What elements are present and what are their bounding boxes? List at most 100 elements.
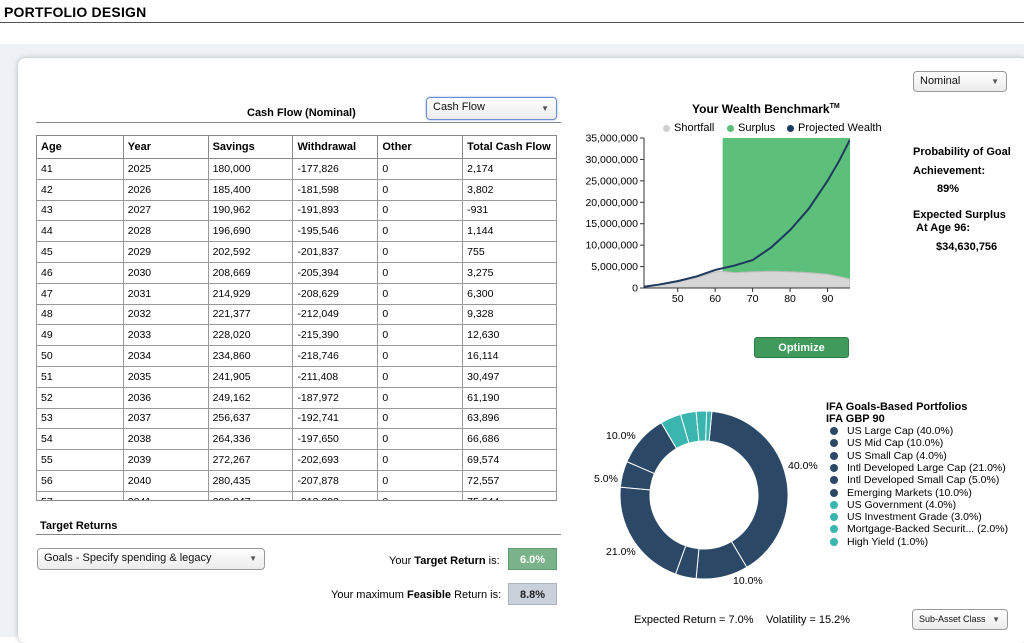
- optimize-button[interactable]: Optimize: [754, 337, 849, 358]
- probability-label-2: Achievement:: [913, 165, 986, 177]
- table-row: 47 2031 214,929 -208,629 0 6,300: [36, 282, 557, 305]
- legend-dot-icon: [830, 513, 838, 522]
- table-cell: 0: [377, 449, 464, 471]
- table-cell: 1,144: [462, 220, 557, 243]
- allocation-legend-item: Intl Developed Small Cap (5.0%): [830, 474, 999, 486]
- y-tick-label: 10,000,000: [585, 240, 638, 252]
- donut-slice: [708, 410, 789, 568]
- allocation-legend-label: US Investment Grade (3.0%): [847, 511, 982, 524]
- y-tick-label: 30,000,000: [585, 154, 638, 166]
- table-cell: 0: [377, 178, 464, 201]
- table-cell: 75,644: [462, 490, 557, 500]
- table-cell: 2041: [122, 490, 209, 500]
- table-row: 53 2037 256,637 -192,741 0 63,896: [36, 407, 557, 430]
- cashflow-view-select[interactable]: Cash Flow ▼: [426, 97, 557, 120]
- allocation-legend-label: Intl Developed Small Cap (5.0%): [847, 474, 1000, 487]
- allocation-legend-label: Intl Developed Large Cap (21.0%): [847, 461, 1006, 474]
- table-cell: 46: [36, 261, 124, 284]
- table-cell: -215,390: [292, 324, 379, 347]
- y-tick-label: 35,000,000: [585, 133, 638, 145]
- donut-label-intl-small: 5.0%: [594, 473, 618, 485]
- table-cell: 69,574: [462, 449, 557, 471]
- table-row: 52 2036 249,162 -187,972 0 61,190: [36, 386, 557, 409]
- table-cell: 2038: [122, 428, 209, 451]
- table-cell: 0: [377, 220, 464, 243]
- table-row: 48 2032 221,377 -212,049 0 9,328: [36, 303, 557, 326]
- table-cell: 2032: [122, 303, 209, 326]
- column-header: Total Cash Flow: [462, 135, 557, 159]
- table-cell: 190,962: [207, 199, 294, 222]
- table-cell: 0: [377, 199, 464, 222]
- legend-item: Surplus: [727, 122, 775, 134]
- table-cell: 288,847: [207, 490, 294, 500]
- nominal-select[interactable]: Nominal ▼: [913, 71, 1007, 92]
- table-cell: -202,693: [292, 449, 379, 471]
- chevron-down-icon: ▼: [541, 104, 549, 113]
- allocation-legend-item: Intl Developed Large Cap (21.0%): [830, 462, 1006, 474]
- page-header: PORTFOLIO DESIGN: [0, 0, 1024, 24]
- legend-item: Shortfall: [663, 122, 714, 134]
- table-cell: 2,174: [462, 158, 557, 180]
- table-row: 43 2027 190,962 -191,893 0 -931: [36, 199, 557, 222]
- allocation-legend-item: Mortgage-Backed Securit... (2.0%): [830, 523, 1008, 535]
- table-row: 54 2038 264,336 -197,650 0 66,686: [36, 428, 557, 451]
- table-cell: 0: [377, 261, 464, 284]
- table-cell: 56: [36, 469, 124, 492]
- chevron-down-icon: ▼: [991, 77, 999, 86]
- table-row: 49 2033 228,020 -215,390 0 12,630: [36, 324, 557, 347]
- y-tick-label: 20,000,000: [585, 197, 638, 209]
- y-tick-label: 25,000,000: [585, 175, 638, 187]
- table-cell: 61,190: [462, 386, 557, 409]
- feasible-return-value: 8.8%: [508, 583, 557, 605]
- table-cell: -931: [462, 199, 557, 222]
- expected-return: Expected Return = 7.0%: [634, 614, 754, 626]
- cashflow-table: Age Year Savings Withdrawal Other Total Cash …: [36, 135, 557, 500]
- table-cell: 208,669: [207, 261, 294, 284]
- target-return-value[interactable]: 6.0%: [508, 548, 557, 570]
- y-tick-label: 15,000,000: [585, 218, 638, 230]
- donut-label-emerging: 10.0%: [606, 430, 636, 442]
- table-header-row: Age Year Savings Withdrawal Other Total Cash …: [36, 135, 557, 159]
- table-cell: 2037: [122, 407, 209, 430]
- table-cell: 234,860: [207, 345, 294, 367]
- table-row: 44 2028 196,690 -195,546 0 1,144: [36, 220, 557, 243]
- goal-type-select[interactable]: Goals - Specify spending & legacy ▼: [37, 548, 265, 570]
- table-row: 56 2040 280,435 -207,878 0 72,557: [36, 469, 557, 492]
- cashflow-divider: [36, 122, 561, 123]
- table-cell: 0: [377, 303, 464, 326]
- table-cell: -181,598: [292, 178, 379, 201]
- table-cell: 180,000: [207, 158, 294, 180]
- donut-label-us-mid: 10.0%: [733, 575, 763, 587]
- table-cell: 50: [36, 345, 124, 367]
- table-cell: 2027: [122, 199, 209, 222]
- sub-asset-class-select[interactable]: Sub-Asset Class ▼: [912, 609, 1008, 630]
- allocation-legend-item: High Yield (1.0%): [830, 536, 928, 548]
- table-cell: 41: [36, 158, 124, 180]
- table-cell: 0: [377, 469, 464, 492]
- x-tick-label: 50: [672, 293, 684, 305]
- table-cell: 202,592: [207, 241, 294, 263]
- table-cell: 66,686: [462, 428, 557, 451]
- allocation-legend-label: US Government (4.0%): [847, 498, 957, 511]
- table-cell: 45: [36, 241, 124, 263]
- cashflow-table-scroll[interactable]: Age Year Savings Withdrawal Other Total Cash …: [36, 135, 557, 501]
- column-header: Age: [36, 135, 124, 159]
- donut-slice: [619, 486, 687, 575]
- table-cell: 9,328: [462, 303, 557, 326]
- column-header: Year: [122, 135, 209, 159]
- table-cell: 3,275: [462, 261, 557, 284]
- allocation-legend-label: Mortgage-Backed Securit... (2.0%): [847, 523, 1009, 536]
- wealth-chart: 35,000,000 30,000,000 25,000,000 20,000,000…: [585, 133, 850, 305]
- target-returns-title: Target Returns: [40, 520, 118, 532]
- legend-dot-icon: [830, 488, 838, 497]
- allocation-legend-label: US Small Cap (4.0%): [847, 449, 947, 462]
- table-cell: 49: [36, 324, 124, 347]
- table-cell: 51: [36, 365, 124, 388]
- table-cell: 0: [377, 345, 464, 367]
- table-row: 51 2035 241,905 -211,408 0 30,497: [36, 365, 557, 388]
- table-cell: 280,435: [207, 469, 294, 492]
- table-cell: 0: [377, 386, 464, 409]
- table-cell: -197,650: [292, 428, 379, 451]
- table-cell: 30,497: [462, 365, 557, 388]
- table-cell: -195,546: [292, 220, 379, 243]
